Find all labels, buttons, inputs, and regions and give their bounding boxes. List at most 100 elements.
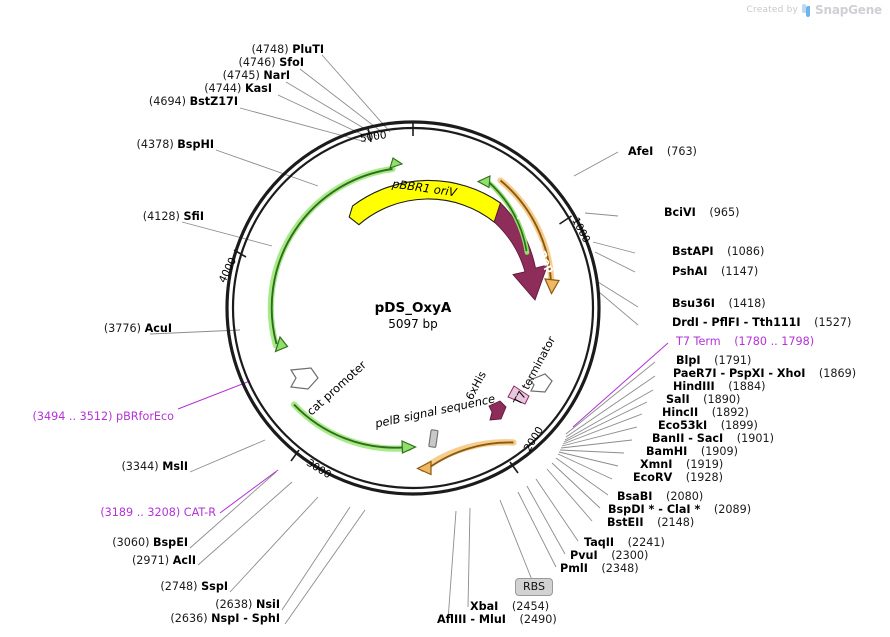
leader-lines-right [447, 151, 656, 621]
site-label-aflIII-mluI[interactable]: AflIII - MluI (2490) [437, 614, 557, 626]
site-position: (3060) [112, 536, 150, 549]
site-enzyme: BstEII [607, 516, 644, 529]
site-label-bstapI[interactable]: BstAPI (1086) [672, 246, 764, 258]
site-label-pvuI[interactable]: PvuI (2300) [570, 550, 648, 562]
watermark-brand: SnapGene [815, 3, 882, 17]
site-label-banII-sacI[interactable]: BanII - SacI (1901) [652, 433, 774, 445]
site-enzyme: PmlI [560, 562, 588, 575]
site-label-plutI[interactable]: (4748) PluTI [114, 44, 324, 56]
site-label-aclI[interactable]: (2971) AclI [8, 555, 196, 567]
site-position: (4748) [251, 43, 289, 56]
primer-range: (1780 .. 1798) [734, 335, 815, 348]
feature-orange-arc-lower[interactable] [416, 439, 517, 476]
site-label-ecorv[interactable]: EcoRV (1928) [633, 472, 723, 484]
site-label-salI[interactable]: SalI (1890) [666, 394, 740, 406]
feature-orange-arc-upper[interactable] [497, 177, 560, 295]
site-position: (1890) [703, 393, 741, 406]
site-label-blpI[interactable]: BlpI (1791) [676, 355, 751, 367]
site-label-afeI[interactable]: AfeI (763) [628, 146, 697, 158]
site-label-bsabI[interactable]: BsaBI (2080) [617, 491, 703, 503]
site-position: (1901) [736, 432, 774, 445]
site-position: (4746) [238, 56, 276, 69]
site-position: (4745) [222, 69, 260, 82]
rbs-chip[interactable]: RBS [515, 578, 553, 596]
site-position: (1928) [685, 471, 723, 484]
feature-t7-terminator-glyph[interactable] [507, 373, 553, 405]
feature-cat-promoter-glyph[interactable] [289, 367, 319, 390]
site-enzyme: BspDI * - ClaI * [608, 503, 701, 516]
primer-name: CAT-R [183, 506, 216, 519]
feature-cat-arc-lower[interactable] [290, 401, 417, 454]
site-label-bspdI-claI[interactable]: BspDI * - ClaI * (2089) [608, 504, 751, 516]
site-enzyme: PshAI [672, 265, 708, 278]
site-enzyme: Eco53kI [658, 419, 708, 432]
site-enzyme: KasI [244, 82, 272, 95]
site-position: (3776) [103, 322, 142, 335]
site-position: (2638) [215, 598, 253, 611]
site-position: (965) [709, 206, 740, 219]
site-position: (2080) [666, 490, 704, 503]
site-position: (1909) [700, 445, 739, 458]
primer-label-cat-r[interactable]: (3189 .. 3208) CAT-R [24, 507, 216, 519]
site-label-hindIII[interactable]: HindIII (1884) [673, 381, 765, 393]
site-label-narI[interactable]: (4745) NarI [80, 70, 290, 82]
site-label-mslI[interactable]: (3344) MslI [0, 461, 188, 473]
site-enzyme: XbaI [470, 600, 499, 613]
site-position: (2348) [601, 562, 639, 575]
site-enzyme: HincII [662, 406, 699, 419]
site-label-bstz17I[interactable]: (4694) BstZ17I [28, 96, 238, 108]
site-label-kasI[interactable]: (4744) KasI [62, 83, 272, 95]
site-position: (4694) [148, 95, 187, 108]
site-label-bsteII[interactable]: BstEII (2148) [607, 517, 694, 529]
site-enzyme: AflIII - MluI [437, 613, 506, 626]
site-label-nsiI[interactable]: (2638) NsiI [92, 599, 280, 611]
site-enzyme: BspHI [177, 138, 214, 151]
primer-label-t7-term[interactable]: T7 Term (1780 .. 1798) [676, 336, 814, 348]
site-position: (1919) [685, 458, 724, 471]
site-label-bamhI[interactable]: BamHI (1909) [646, 446, 738, 458]
plasmid-length: 5097 bp [388, 317, 438, 331]
site-enzyme: HindIII [673, 380, 715, 393]
site-label-sfiI[interactable]: (4128) SfiI [0, 211, 204, 223]
site-position: (2089) [713, 503, 752, 516]
site-label-taqII[interactable]: TaqII (2241) [584, 537, 665, 549]
site-enzyme: BspEI [153, 536, 188, 549]
site-label-xbaI[interactable]: XbaI (2454) [470, 601, 549, 613]
site-enzyme: SfoI [279, 56, 304, 69]
site-enzyme: BamHI [646, 445, 688, 458]
site-position: (1899) [720, 419, 758, 432]
site-label-paer7I-pspxI-xhoI[interactable]: PaeR7I - PspXI - XhoI (1869) [673, 368, 856, 380]
site-label-eco53kI[interactable]: Eco53kI (1899) [658, 420, 758, 432]
site-label-pmlI[interactable]: PmlI (2348) [560, 563, 639, 575]
primer-label-pbrforeco[interactable]: (3494 .. 3512) pBRforEco [0, 411, 174, 423]
plasmid-name: pDS_OxyA [374, 300, 452, 316]
site-enzyme: BsaBI [617, 490, 653, 503]
primer-name: T7 Term [676, 335, 721, 348]
site-label-nspI-sphI[interactable]: (2636) NspI - SphI [46, 613, 280, 625]
site-position: (2148) [657, 516, 695, 529]
site-position: (4378) [136, 138, 174, 151]
feature-6xhis-glyph[interactable] [488, 400, 507, 421]
site-position: (1086) [727, 245, 765, 258]
site-label-bsphI[interactable]: (4378) BspHI [4, 138, 215, 151]
site-label-bsu36I[interactable]: Bsu36I (1418) [672, 298, 766, 310]
feature-oriv-internal-arrows [476, 175, 530, 255]
site-label-pshaI[interactable]: PshAI (1147) [672, 266, 758, 278]
site-enzyme: SspI [201, 580, 228, 593]
site-label-hincII[interactable]: HincII (1892) [662, 407, 749, 419]
site-enzyme: BanII - SacI [652, 432, 724, 445]
ruler-ticks [233, 122, 572, 474]
site-enzyme: MslI [162, 460, 188, 473]
site-label-sspI[interactable]: (2748) SspI [40, 581, 228, 593]
site-label-sfoI[interactable]: (4746) SfoI [94, 57, 304, 69]
site-label-acuI[interactable]: (3776) AcuI [0, 323, 172, 335]
site-label-drdI-pflfI-tth111I[interactable]: DrdI - PflFI - Tth111I (1527) [672, 317, 851, 329]
site-position: (1147) [721, 265, 759, 278]
site-label-bspeI[interactable]: (3060) BspEI [0, 537, 188, 549]
feature-cat-arc-upper[interactable] [267, 157, 404, 353]
watermark-prefix: Created by [746, 5, 799, 15]
site-label-xmnI[interactable]: XmnI (1919) [640, 459, 723, 471]
site-label-bcivI[interactable]: BciVI (965) [664, 207, 739, 219]
feature-pelb-signal-glyph[interactable] [428, 429, 439, 448]
